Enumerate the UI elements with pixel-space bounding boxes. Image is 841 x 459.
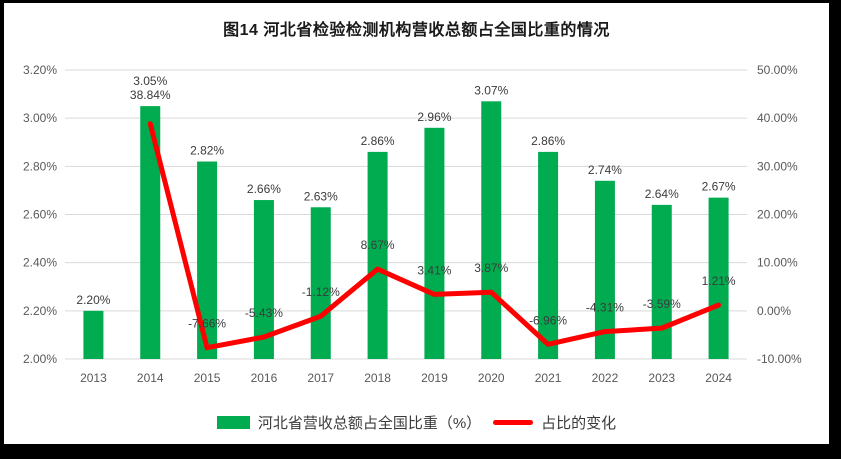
bar-label: 2.63% xyxy=(304,189,338,203)
bar xyxy=(424,127,445,359)
x-axis-label: 2024 xyxy=(705,371,732,385)
bar-label: 2.86% xyxy=(361,134,395,148)
bar-label: 2.64% xyxy=(645,187,679,201)
x-axis-label: 2015 xyxy=(194,371,221,385)
legend-item-bar: 河北省营收总额占全国比重（%） xyxy=(216,412,482,433)
line-label: 38.84% xyxy=(130,88,171,102)
bar-label: 2.96% xyxy=(417,110,451,124)
y-axis-tick-right: 50.00% xyxy=(757,63,798,77)
x-axis-label: 2017 xyxy=(307,371,334,385)
chart-area: 3.20% 50.00% 3.00% 40.00% 2.80% 30.00% 2.60% 20… xyxy=(4,3,829,444)
bar xyxy=(481,101,502,359)
bar-label: 2.66% xyxy=(247,182,281,196)
x-axis-label: 2016 xyxy=(251,371,278,385)
bar xyxy=(197,161,218,359)
plot-svg: 3.20% 50.00% 3.00% 40.00% 2.80% 30.00% 2.60% 20… xyxy=(23,63,802,385)
line-label: -6.96% xyxy=(529,313,567,327)
y-axis-tick-right: 40.00% xyxy=(757,111,798,125)
bar xyxy=(708,197,729,359)
bar xyxy=(310,207,331,359)
bar-label: 2.67% xyxy=(702,180,736,194)
y-axis-tick-right: 0.00% xyxy=(757,304,791,318)
line-label: 1.21% xyxy=(702,274,736,288)
legend-item-line: 占比的变化 xyxy=(493,412,616,433)
trend-line xyxy=(147,121,722,351)
line-label: -4.31% xyxy=(586,301,624,315)
y-axis-tick-left: 3.00% xyxy=(23,111,57,125)
bar xyxy=(253,200,274,359)
line-label: 8.67% xyxy=(361,238,395,252)
bar-label: 2.82% xyxy=(190,144,224,158)
bar-label: 3.07% xyxy=(474,83,508,97)
line-label: -3.59% xyxy=(643,297,681,311)
bar xyxy=(367,151,388,359)
line-label: -5.43% xyxy=(245,306,283,320)
y-axis-tick-left: 3.20% xyxy=(23,63,57,77)
x-axis-label: 2018 xyxy=(364,371,391,385)
bar-label: 2.20% xyxy=(76,293,110,307)
legend: 河北省营收总额占全国比重（%） 占比的变化 xyxy=(4,412,829,433)
x-axis-label: 2022 xyxy=(592,371,619,385)
bar-label: 2.86% xyxy=(531,134,565,148)
legend-line-swatch-icon xyxy=(493,420,534,425)
line-label: 3.41% xyxy=(417,263,451,277)
legend-line-label: 占比的变化 xyxy=(541,415,617,432)
bar xyxy=(594,180,615,359)
chart-title: 图14 河北省检验检测机构营收总额占全国比重的情况 xyxy=(223,22,610,39)
legend-bar-swatch-icon xyxy=(216,416,250,429)
y-axis-tick-right: -10.00% xyxy=(757,352,802,366)
y-axis-tick-right: 20.00% xyxy=(757,208,798,222)
y-axis-tick-right: 30.00% xyxy=(757,159,798,173)
x-axis-label: 2019 xyxy=(421,371,448,385)
bar-label: 3.05% xyxy=(133,74,167,88)
bar xyxy=(538,151,559,359)
y-axis-tick-left: 2.20% xyxy=(23,304,57,318)
y-axis-tick-left: 2.80% xyxy=(23,159,57,173)
x-axis-label: 2021 xyxy=(535,371,562,385)
x-axis-label: 2023 xyxy=(648,371,675,385)
y-axis-tick-left: 2.60% xyxy=(23,208,57,222)
bar-label: 2.74% xyxy=(588,163,622,177)
x-axis-label: 2014 xyxy=(137,371,164,385)
x-axis-label: 2020 xyxy=(478,371,505,385)
legend-bar-label: 河北省营收总额占全国比重（%） xyxy=(257,415,482,432)
line-label: -7.66% xyxy=(188,317,226,331)
bar xyxy=(83,310,104,359)
line-label: 3.87% xyxy=(474,261,508,275)
bar xyxy=(651,204,672,359)
line-label: -1.12% xyxy=(302,285,340,299)
y-axis-tick-left: 2.40% xyxy=(23,256,57,270)
bar xyxy=(140,106,161,359)
y-axis-tick-left: 2.00% xyxy=(23,352,57,366)
x-axis-label: 2013 xyxy=(80,371,107,385)
y-axis-tick-right: 10.00% xyxy=(757,256,798,270)
